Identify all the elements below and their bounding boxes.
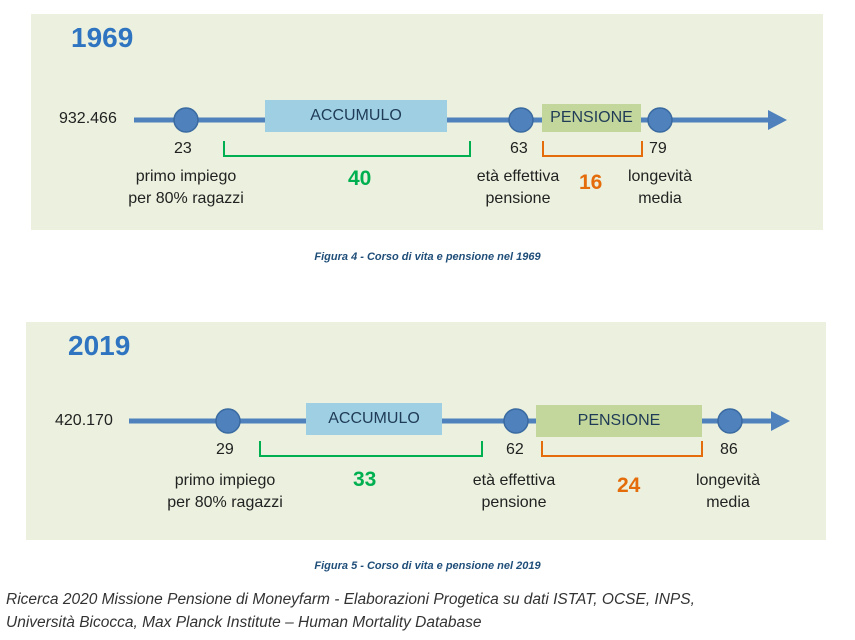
age-first-job: 23 [174,140,192,157]
longevity-label: longevità media [620,166,700,210]
accumulo-box: ACCUMULO [265,100,447,132]
milestone-longevity [647,107,673,133]
first-job-label-line1: primo impiego [174,472,276,489]
first-job-label-line2: per 80% ragazzi [128,190,244,207]
source-line-2: Università Bicocca, Max Planck Institute… [6,614,482,631]
milestone-retirement [508,107,534,133]
start-value: 932.466 [59,110,117,127]
longevity-label-line2: media [638,190,682,207]
start-value: 420.170 [55,412,113,429]
first-job-label-line1: primo impiego [135,168,237,185]
pensione-box: PENSIONE [542,104,641,132]
source-note: Ricerca 2020 Missione Pensione di Moneyf… [6,588,846,634]
timeline-panel-1969: 1969 ACCUMULO PENSIONE 932.466 23 63 79 … [31,14,823,230]
milestone-retirement [503,408,529,434]
milestone-longevity [717,408,743,434]
longevity-label-line2: media [706,494,750,511]
pensione-bracket [541,441,703,457]
longevity-label-line1: longevità [695,472,761,489]
retirement-label: età effettiva pensione [468,166,568,210]
first-job-label: primo impiego per 80% ragazzi [160,470,290,514]
timeline-arrowhead [771,411,790,431]
pensione-bracket [542,141,643,157]
accumulo-years: 40 [348,167,372,190]
accumulo-bracket [223,141,471,157]
first-job-label-line2: per 80% ragazzi [167,494,283,511]
age-retirement: 62 [506,441,524,458]
retirement-label-line1: età effettiva [472,472,556,489]
age-longevity: 86 [720,441,738,458]
retirement-label-line2: pensione [485,190,551,207]
timeline-graphic-1969 [134,107,787,157]
accumulo-bracket [259,441,483,457]
age-first-job: 29 [216,441,234,458]
pensione-box: PENSIONE [536,405,702,437]
year-title: 2019 [68,330,131,361]
figure-caption-2019: Figura 5 - Corso di vita e pensione nel … [314,560,541,572]
longevity-label-line1: longevità [627,168,693,185]
timeline-panel-2019: 2019 ACCUMULO PENSIONE 420.170 29 62 86 … [26,322,826,540]
pensione-years: 24 [617,474,641,497]
accumulo-years: 33 [353,468,377,491]
longevity-label: longevità media [688,470,768,514]
retirement-label: età effettiva pensione [464,470,564,514]
accumulo-box: ACCUMULO [306,403,442,435]
age-longevity: 79 [649,140,667,157]
pensione-years: 16 [579,171,603,194]
timeline-arrowhead [768,110,787,130]
retirement-label-line1: età effettiva [476,168,560,185]
figure-caption-1969: Figura 4 - Corso di vita e pensione nel … [314,251,541,263]
milestone-first-job [215,408,241,434]
year-title: 1969 [71,22,134,53]
age-retirement: 63 [510,140,528,157]
source-line-1: Ricerca 2020 Missione Pensione di Moneyf… [6,591,695,608]
milestone-first-job [173,107,199,133]
first-job-label: primo impiego per 80% ragazzi [121,166,251,210]
retirement-label-line2: pensione [481,494,547,511]
